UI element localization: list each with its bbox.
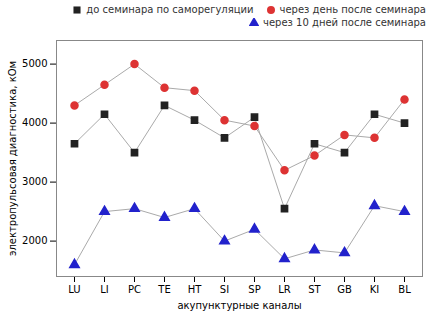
- svg-text:HT: HT: [188, 284, 203, 295]
- svg-text:5000: 5000: [22, 58, 47, 69]
- svg-text:акупунктурные каналы: акупунктурные каналы: [177, 300, 301, 311]
- svg-text:KI: KI: [370, 284, 380, 295]
- svg-text:LI: LI: [100, 284, 109, 295]
- html-text:через 10 дней после семинара: через 10 дней после семинара: [263, 17, 426, 28]
- svg-text:ST: ST: [308, 284, 321, 295]
- svg-text:LU: LU: [68, 284, 80, 295]
- svg-text:BL: BL: [398, 284, 411, 295]
- html-text:через день после семинара: через день после семинара: [279, 4, 426, 15]
- svg-text:4000: 4000: [22, 117, 47, 128]
- svg-text:SI: SI: [220, 284, 229, 295]
- html-text:до семинара по саморегуляции: до семинара по саморегуляции: [86, 4, 254, 15]
- svg-text:PC: PC: [128, 284, 141, 295]
- svg-text:SP: SP: [248, 284, 260, 295]
- svg-text:GB: GB: [337, 284, 352, 295]
- svg-text:LR: LR: [278, 284, 291, 295]
- svg-text:TE: TE: [157, 284, 170, 295]
- svg-text:2000: 2000: [22, 235, 47, 246]
- svg-text:электропульсовая диагностика,: электропульсовая диагностика, кОм: [7, 61, 18, 256]
- svg-text:3000: 3000: [22, 176, 47, 187]
